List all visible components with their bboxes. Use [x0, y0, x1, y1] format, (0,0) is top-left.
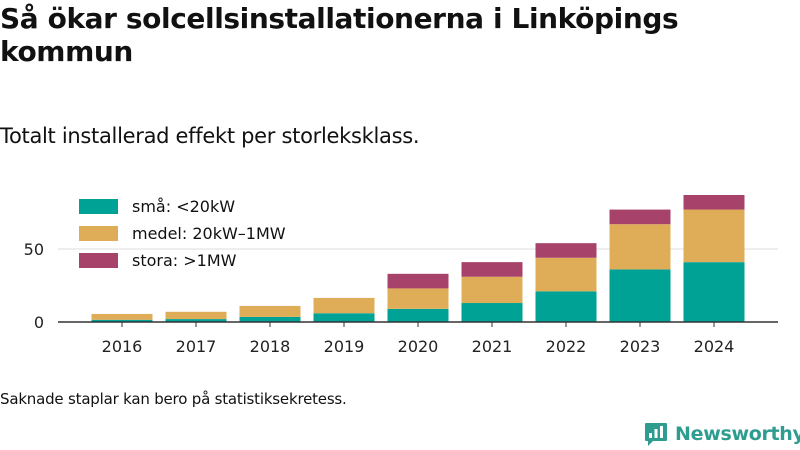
chart-title: Så ökar solcellsinstallationerna i Linkö… [0, 2, 679, 68]
bar-2024-series-0[interactable] [683, 262, 745, 322]
bar-2021-series-2[interactable] [461, 262, 523, 277]
bar-2021-series-0[interactable] [461, 303, 523, 322]
x-tick-label-2017: 2017 [176, 337, 217, 356]
bar-2019-series-1[interactable] [313, 297, 375, 314]
bar-2024-series-1[interactable] [683, 209, 745, 263]
stacked-bar-chart: 0 50 2016 2017 2018 2019 2020 2021 2022 2023 2024… [24, 194, 778, 356]
legend-label-2: stora: >1MW [132, 251, 237, 270]
x-tick-label-2020: 2020 [398, 337, 439, 356]
bar-2022-series-1[interactable] [535, 257, 597, 292]
bar-2019-series-0[interactable] [313, 313, 375, 322]
newsworthy-logo-icon [645, 423, 667, 446]
bar-2018-series-0[interactable] [239, 316, 301, 322]
bar-2020-series-2[interactable] [387, 273, 449, 289]
legend-label-1: medel: 20kW–1MW [132, 224, 286, 243]
bar-2016-series-1[interactable] [91, 313, 153, 320]
legend: små: <20kW medel: 20kW–1MW stora: >1MW [79, 197, 286, 270]
chart-subtitle: Totalt installerad effekt per storlekskl… [0, 124, 420, 148]
footnote: Saknade staplar kan bero på statistiksek… [0, 390, 347, 408]
x-tick-label-2016: 2016 [102, 337, 143, 356]
bar-2016-series-0[interactable] [91, 319, 153, 322]
legend-label-0: små: <20kW [132, 197, 235, 216]
legend-swatch-2 [79, 253, 118, 268]
legend-swatch-0 [79, 199, 118, 214]
x-axis: 2016 2017 2018 2019 2020 2021 2022 2023 2024 [58, 321, 778, 356]
x-tick-label-2021: 2021 [472, 337, 513, 356]
legend-swatch-1 [79, 226, 118, 241]
bar-2021-series-1[interactable] [461, 276, 523, 304]
bars [91, 194, 745, 322]
x-tick-label-2023: 2023 [620, 337, 661, 356]
brand-logo[interactable]: Newsworthy [644, 420, 800, 448]
bar-2018-series-1[interactable] [239, 305, 301, 317]
bar-2017-series-1[interactable] [165, 311, 227, 320]
bar-2020-series-1[interactable] [387, 288, 449, 309]
bar-2024-series-2[interactable] [683, 194, 745, 210]
brand-name: Newsworthy [675, 423, 800, 445]
x-tick-label-2019: 2019 [324, 337, 365, 356]
x-tick-label-2024: 2024 [694, 337, 735, 356]
bar-2020-series-0[interactable] [387, 308, 449, 322]
bar-2023-series-0[interactable] [609, 269, 671, 322]
bar-2022-series-2[interactable] [535, 243, 597, 258]
x-tick-label-2018: 2018 [250, 337, 291, 356]
bar-2023-series-2[interactable] [609, 209, 671, 225]
y-tick-label-50: 50 [24, 240, 44, 259]
x-tick-label-2022: 2022 [546, 337, 587, 356]
y-tick-label-0: 0 [34, 313, 44, 332]
bar-2022-series-0[interactable] [535, 291, 597, 322]
bar-2017-series-0[interactable] [165, 319, 227, 322]
bar-2023-series-1[interactable] [609, 224, 671, 270]
